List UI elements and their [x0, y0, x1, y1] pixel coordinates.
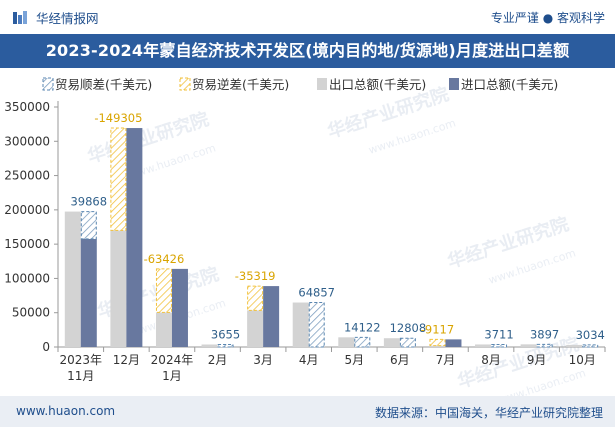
y-tick-label-0: 0	[42, 340, 50, 354]
balance-label-1: -149305	[94, 111, 142, 125]
balance-bar-9	[491, 343, 508, 348]
export-bar-5	[292, 302, 309, 347]
chart-title: 2023-2024年蒙自经济技术开发区(境内目的地/货源地)月度进出口差额	[0, 34, 615, 68]
footer-website: www.huaon.com	[16, 404, 116, 418]
x-tick-label-5: 4月	[299, 353, 319, 367]
import-bar-1	[126, 128, 143, 347]
export-bar-7	[383, 338, 400, 347]
y-tick-label-4: 200000	[4, 203, 50, 217]
export-bar-4	[247, 310, 264, 347]
x-tick-label-4: 3月	[253, 353, 273, 367]
balance-bar-8	[429, 338, 446, 347]
balance-label-5: 64857	[298, 286, 335, 300]
export-bar-11	[566, 344, 583, 347]
balance-bar-6	[354, 336, 371, 348]
balance-bar-2	[155, 268, 172, 313]
export-bar-9	[475, 344, 492, 347]
balance-label-9: 3711	[484, 327, 513, 341]
brand-name: 华经情报网	[36, 11, 99, 26]
x-tick-label-1: 12月	[113, 353, 140, 367]
balance-bar-1	[110, 127, 127, 231]
balance-label-4: -35319	[235, 269, 276, 283]
balance-bar-3	[217, 343, 234, 348]
export-bar-8	[429, 345, 446, 347]
y-tick-label-5: 250000	[4, 169, 50, 183]
balance-bar-10	[536, 343, 553, 348]
y-tick-label-6: 300000	[4, 134, 50, 148]
data-labels: 39868 -149305 -63426 3655 -35319 64857 14122 12…	[70, 111, 604, 342]
export-bar-10	[520, 344, 537, 347]
legend-label-4: 进口总额(千美元)	[461, 77, 558, 92]
x-tick-label-0: 2023年 11月	[60, 353, 103, 383]
balance-bar-7	[399, 337, 416, 348]
export-bar-1	[110, 230, 127, 347]
import-bar-2	[171, 268, 188, 347]
balance-label-3: 3655	[211, 327, 240, 341]
balance-label-8: -9117	[421, 322, 454, 336]
x-tick-label-7: 6月	[390, 353, 410, 367]
balance-label-0: 39868	[70, 195, 107, 209]
balance-bar-4	[247, 285, 264, 311]
legend-label-1: 贸易顺差(千美元)	[55, 77, 152, 92]
x-tick-label-2: 2024年 1月	[151, 353, 194, 383]
x-tick-label-10: 9月	[527, 353, 547, 367]
x-tick-label-6: 5月	[344, 353, 364, 367]
balance-label-10: 3897	[530, 327, 559, 341]
import-bar-0	[80, 238, 97, 347]
balance-label-11: 3034	[576, 328, 605, 342]
legend-swatch-2	[179, 77, 191, 91]
balance-bar-0	[80, 211, 97, 240]
balance-label-7: 12808	[390, 321, 427, 335]
x-tick-label-3: 2月	[208, 353, 228, 367]
export-bar-0	[64, 211, 81, 347]
y-tick-label-3: 150000	[4, 237, 50, 251]
axes: 0 50000 100000 150000 200000 250000 300000 3500…	[4, 100, 606, 383]
balance-bar-11	[582, 344, 599, 348]
legend-label-2: 贸易逆差(千美元)	[192, 77, 289, 92]
legend-swatch-1	[42, 77, 54, 91]
export-bar-2	[155, 312, 172, 347]
balance-label-2: -63426	[144, 252, 185, 266]
chart: 华经产业研究院www.huaon.com华经产业研究院www.huaon.com…	[4, 77, 606, 396]
y-tick-label-2: 100000	[4, 271, 50, 285]
import-bar-4	[263, 286, 280, 347]
export-bar-3	[201, 344, 218, 347]
tagline: 专业严谨 ● 客观科学	[490, 11, 605, 25]
legend: 贸易顺差(千美元) 贸易逆差(千美元) 出口总额(千美元) 进口总额(千美元)	[42, 77, 558, 92]
bars	[64, 127, 599, 348]
x-tick-label-11: 10月	[569, 353, 596, 367]
footer-source: 数据来源：中国海关，华经产业研究院整理	[374, 406, 603, 420]
import-bar-8	[445, 339, 462, 347]
x-tick-label-8: 7月	[436, 353, 456, 367]
y-tick-label-1: 50000	[12, 306, 50, 320]
legend-swatch-3	[317, 78, 327, 90]
footer: www.huaon.com 数据来源：中国海关，华经产业研究院整理	[0, 396, 615, 427]
x-tick-label-9: 8月	[481, 353, 501, 367]
balance-bar-5	[308, 302, 325, 348]
legend-label-3: 出口总额(千美元)	[329, 77, 426, 92]
export-bar-6	[338, 337, 355, 347]
watermark-layer: 华经产业研究院www.huaon.com华经产业研究院www.huaon.com…	[85, 83, 588, 396]
brand: 华经情报网	[12, 8, 99, 27]
y-tick-label-7: 350000	[4, 100, 50, 114]
logo-icon	[13, 10, 27, 24]
top-bar: 华经情报网 专业严谨 ● 客观科学	[0, 0, 615, 34]
legend-swatch-4	[449, 78, 459, 90]
balance-label-6: 14122	[344, 320, 381, 334]
